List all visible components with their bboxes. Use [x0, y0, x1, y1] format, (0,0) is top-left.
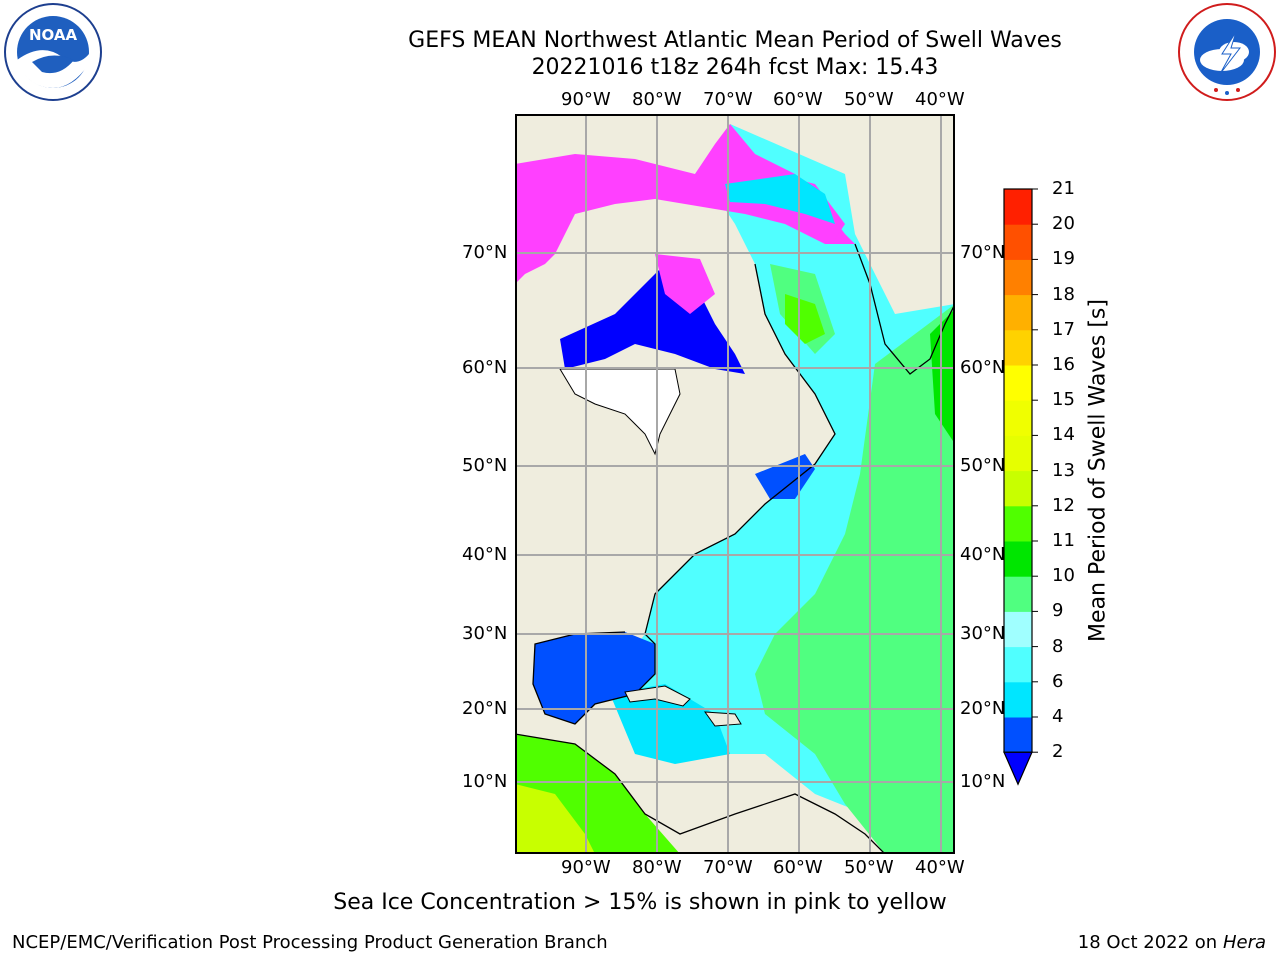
lat-label-left-60n: 60°N [462, 357, 508, 378]
colorbar-tick-label: 20 [1052, 213, 1075, 235]
sea-ice-caption: Sea Ice Concentration > 15% is shown in … [333, 890, 947, 915]
colorbar-tick-label: 10 [1052, 565, 1075, 587]
footer-host: Hera [1222, 932, 1266, 953]
lon-label-top-60w: 60°W [773, 89, 823, 110]
colorbar-tick-label: 6 [1052, 670, 1064, 692]
lon-label-top-50w: 50°W [844, 89, 894, 110]
colorbar-segment [1004, 294, 1032, 331]
lon-label-top-90w: 90°W [561, 89, 611, 110]
colorbar-segment [1004, 435, 1032, 472]
caribbean-south-swell-13 [515, 784, 595, 854]
chart-subtitle: 20221016 t18z 264h fcst Max: 15.43 [531, 55, 939, 80]
lat-label-left-10n: 10°N [462, 771, 508, 792]
lon-label-top-80w: 80°W [632, 89, 682, 110]
colorbar-tick-label: 4 [1052, 706, 1064, 727]
colorbar-segment [1004, 400, 1032, 436]
colorbar-segment [1004, 189, 1032, 225]
colorbar-tick-label: 17 [1052, 318, 1075, 340]
lat-label-right-60n: 60°N [960, 357, 1006, 378]
nws-logo [1176, 2, 1278, 102]
colorbar-segment [1004, 541, 1032, 577]
lat-label-right-30n: 30°N [960, 623, 1006, 644]
colorbar [1000, 186, 1060, 786]
no-data-region [559, 368, 681, 456]
colorbar-tick-label: 14 [1052, 424, 1075, 446]
colorbar-segment [1004, 576, 1032, 612]
map-panel [514, 114, 956, 855]
colorbar-segment [1004, 224, 1032, 260]
south-america-coastline [514, 733, 886, 855]
lat-label-right-40n: 40°N [960, 544, 1006, 565]
footer-date: 18 Oct 2022 on [1077, 932, 1223, 953]
gulf-of-mexico [533, 632, 655, 724]
colorbar-segment [1004, 259, 1032, 296]
noaa-logo: NOAA [2, 2, 104, 102]
colorbar-tick-label: 15 [1052, 389, 1075, 411]
swell-region-4-6-caribbean [610, 684, 730, 764]
colorbar-tick-label: 12 [1052, 494, 1075, 516]
colorbar-tick-label: 19 [1052, 248, 1075, 270]
lon-label-bottom-40w: 40°W [915, 857, 965, 878]
colorbar-extend-triangle [1003, 751, 1033, 786]
chart-title: GEFS MEAN Northwest Atlantic Mean Period… [408, 28, 1062, 53]
footer-left: NCEP/EMC/Verification Post Processing Pr… [12, 932, 608, 953]
colorbar-tick-label: 13 [1052, 459, 1075, 481]
lon-label-top-70w: 70°W [703, 89, 753, 110]
sea-ice-arctic [515, 124, 855, 284]
colorbar-label: Mean Period of Swell Waves [s] [1085, 299, 1111, 642]
colorbar-tick-label: 18 [1052, 283, 1075, 305]
lat-label-left-20n: 20°N [462, 698, 508, 719]
sea-ice-hudson-edge [655, 254, 715, 314]
colorbar-segment [1004, 329, 1032, 366]
noaa-logo-text: NOAA [29, 26, 78, 44]
lat-label-left-50n: 50°N [462, 455, 508, 476]
colorbar-segment [1004, 470, 1032, 507]
lat-label-right-70n: 70°N [960, 242, 1006, 263]
lon-label-bottom-50w: 50°W [844, 857, 894, 878]
swell-region-11-12-north [785, 294, 825, 344]
colorbar-tick-label: 2 [1052, 741, 1064, 763]
colorbar-tick-label: 21 [1052, 178, 1075, 199]
swell-region-10-11 [930, 309, 955, 444]
colorbar-tick-label: 11 [1052, 530, 1075, 551]
lon-label-top-40w: 40°W [915, 89, 965, 110]
colorbar-segment [1004, 505, 1032, 542]
colorbar-segment [1004, 646, 1032, 683]
lon-label-bottom-90w: 90°W [561, 857, 611, 878]
footer-right: 18 Oct 2022 on Hera [1078, 932, 1266, 953]
colorbar-tick-label: 9 [1052, 600, 1064, 622]
lat-label-left-70n: 70°N [462, 242, 508, 263]
colorbar-segment [1004, 611, 1032, 648]
colorbar-segment [1004, 681, 1032, 718]
lon-label-bottom-70w: 70°W [703, 857, 753, 878]
lat-label-right-20n: 20°N [960, 698, 1006, 719]
lon-label-bottom-60w: 60°W [773, 857, 823, 878]
lat-label-right-50n: 50°N [960, 455, 1006, 476]
map-gridlines [515, 114, 955, 854]
colorbar-segment [1004, 365, 1032, 401]
lat-label-left-30n: 30°N [462, 623, 508, 644]
map-frame [515, 114, 955, 854]
lon-label-bottom-80w: 80°W [632, 857, 682, 878]
baffin-bay [725, 174, 835, 224]
lat-label-right-10n: 10°N [960, 771, 1006, 792]
swell-region-9-10 [755, 304, 955, 854]
colorbar-segment [1004, 717, 1032, 753]
colorbar-tick-label: 8 [1052, 635, 1064, 657]
colorbar-tick-label: 16 [1052, 354, 1075, 375]
lat-label-left-40n: 40°N [462, 544, 508, 565]
hispaniola-coastline [703, 711, 742, 727]
